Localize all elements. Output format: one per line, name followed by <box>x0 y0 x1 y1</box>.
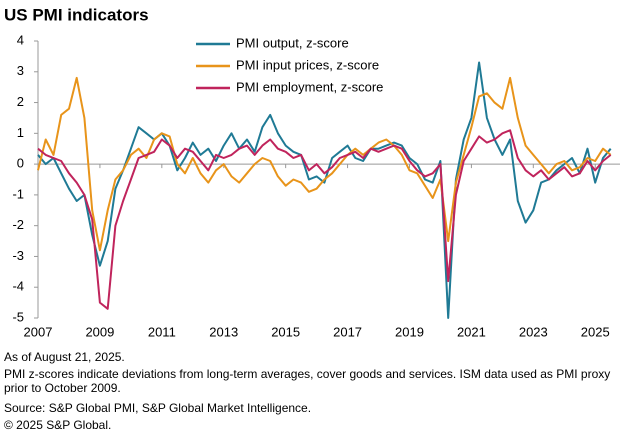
x-tick-label: 2019 <box>395 324 424 339</box>
x-tick-label: 2007 <box>24 324 53 339</box>
y-tick-label: -2 <box>12 217 24 232</box>
x-tick-label: 2015 <box>271 324 300 339</box>
y-tick-label: 1 <box>17 125 24 140</box>
legend-label: PMI output, z-score <box>236 35 349 50</box>
x-tick-label: 2021 <box>457 324 486 339</box>
y-tick-label: -1 <box>12 186 24 201</box>
series-line <box>37 129 612 310</box>
footnote: prior to October 2009. <box>4 381 121 395</box>
footnote: As of August 21, 2025. <box>4 350 125 364</box>
x-tick-label: 2017 <box>333 324 362 339</box>
legend-label: PMI employment, z-score <box>236 79 383 94</box>
series-line <box>37 76 612 252</box>
x-tick-label: 2009 <box>85 324 114 339</box>
x-tick-label: 2011 <box>148 324 176 339</box>
y-tick-label: 2 <box>17 94 24 109</box>
y-tick-label: -3 <box>12 248 24 263</box>
chart-title: US PMI indicators <box>4 5 149 24</box>
legend-label: PMI input prices, z-score <box>236 57 379 72</box>
x-tick-label: 2025 <box>581 324 610 339</box>
footnote: Source: S&P Global PMI, S&P Global Marke… <box>4 401 311 415</box>
y-tick-label: -5 <box>12 309 24 324</box>
series-line <box>37 61 612 319</box>
footnote: © 2025 S&P Global. <box>4 418 111 432</box>
y-tick-label: 0 <box>17 156 24 171</box>
x-tick-label: 2023 <box>519 324 548 339</box>
y-tick-label: 3 <box>17 63 24 78</box>
y-tick-label: 4 <box>17 32 24 47</box>
footnote: PMI z-scores indicate deviations from lo… <box>4 367 610 381</box>
x-tick-label: 2013 <box>209 324 238 339</box>
y-tick-label: -4 <box>12 279 24 294</box>
